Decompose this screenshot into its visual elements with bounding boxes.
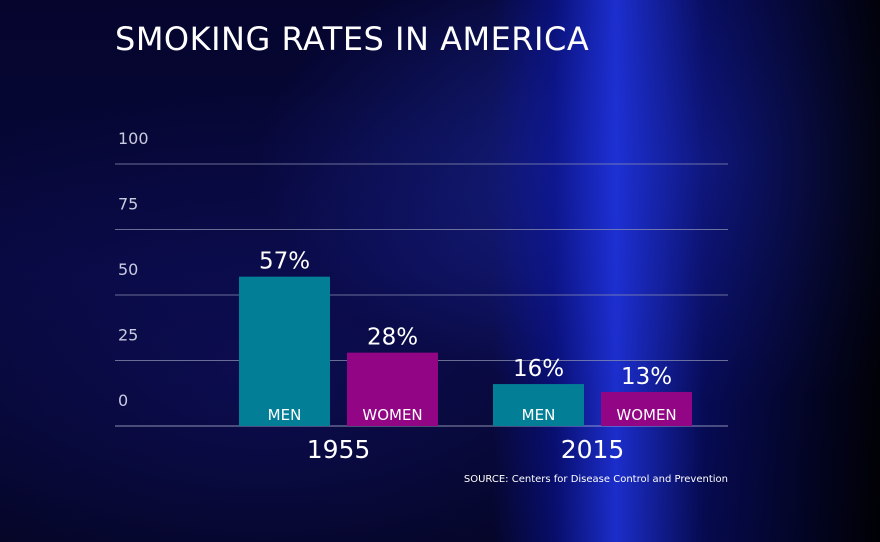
data-label: 13% <box>621 364 672 390</box>
chart-title: SMOKING RATES IN AMERICA <box>115 20 590 58</box>
bar-series-label: WOMEN <box>616 406 676 424</box>
data-label: 57% <box>259 249 310 275</box>
y-tick-label: 0 <box>118 391 128 410</box>
bar-series-label: MEN <box>268 406 302 424</box>
bar-series-label: WOMEN <box>362 406 422 424</box>
y-tick-label: 75 <box>118 195 138 214</box>
y-tick-label: 25 <box>118 326 138 345</box>
bar-men-1955 <box>239 276 330 426</box>
bar-series-label: MEN <box>522 406 556 424</box>
x-category-label: 2015 <box>561 435 625 464</box>
bar-men-2015 <box>493 384 584 426</box>
source-note: SOURCE: Centers for Disease Control and … <box>463 474 728 485</box>
data-label: 16% <box>513 356 564 382</box>
y-tick-label: 50 <box>118 260 138 279</box>
bar-women-2015 <box>601 391 692 426</box>
y-tick-label: 100 <box>118 129 149 148</box>
data-label: 28% <box>367 325 418 351</box>
x-category-label: 1955 <box>307 435 371 464</box>
bar-women-1955 <box>347 352 438 426</box>
